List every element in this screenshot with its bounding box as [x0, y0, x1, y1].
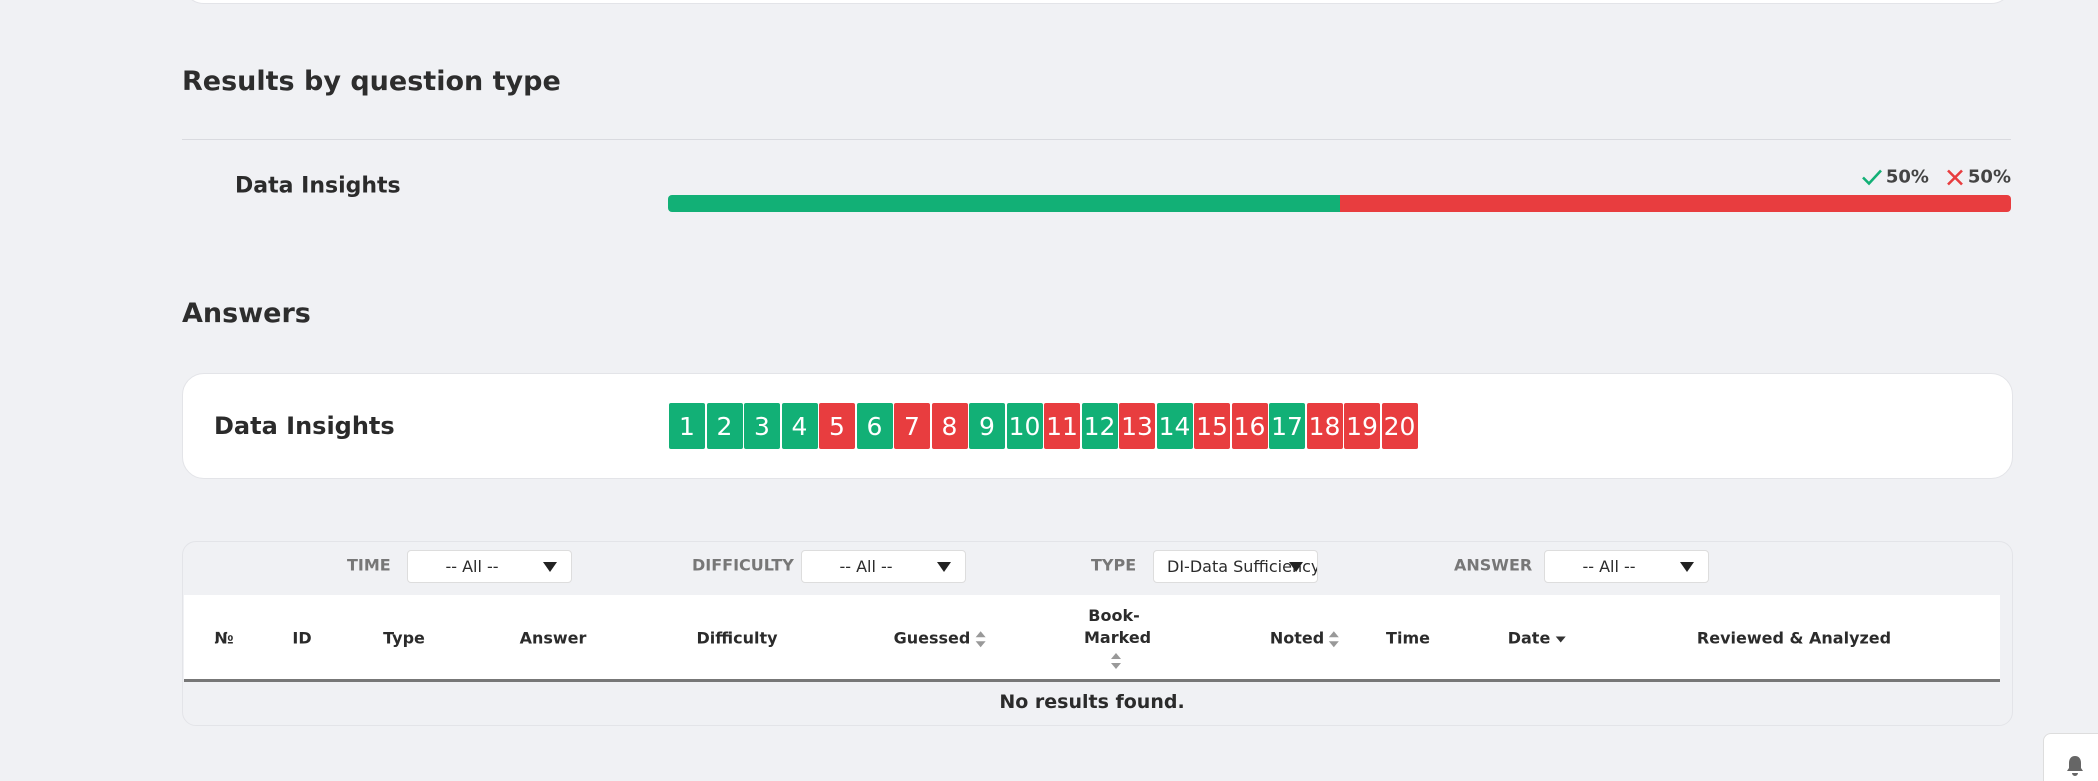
column-header[interactable]: Noted [1270, 628, 1340, 648]
answer-box[interactable]: 20 [1381, 403, 1418, 449]
column-title: Book-Marked [1084, 606, 1152, 647]
column-header: Difficulty [696, 629, 777, 648]
answer-box[interactable]: 3 [744, 403, 780, 449]
answer-box[interactable]: 10 [1006, 403, 1043, 449]
column-header: № [214, 629, 233, 648]
filter-select[interactable]: -- All -- [407, 550, 572, 583]
filter-select[interactable]: DI-Data Sufficiency [1153, 550, 1318, 583]
answers-section: Data Insights [214, 412, 395, 440]
column-title: Noted [1269, 628, 1325, 648]
sort-icon [975, 630, 986, 647]
column-title: Date [1507, 628, 1551, 648]
column-title: Reviewed & Analyzed [1696, 628, 1892, 648]
column-title: № [214, 628, 234, 648]
top-card [182, 0, 2013, 4]
check-icon [1861, 169, 1882, 185]
answer-box[interactable]: 6 [856, 403, 893, 449]
filter-select[interactable]: -- All -- [801, 550, 966, 583]
column-title: Guessed [893, 628, 971, 648]
divider [182, 139, 2011, 140]
answer-box[interactable]: 16 [1231, 403, 1268, 449]
filter-label: DIFFICULTY [692, 555, 794, 575]
answer-box[interactable]: 2 [706, 403, 743, 449]
column-title: ID [292, 628, 312, 648]
answer-box[interactable]: 15 [1194, 403, 1230, 449]
dropdown-arrow [1289, 562, 1303, 572]
column-title: Difficulty [696, 628, 778, 648]
percent-label: 50% [1945, 167, 2011, 188]
select-text: -- All -- [839, 557, 893, 576]
column-header[interactable]: Date [1508, 629, 1567, 648]
column-header: ID [292, 629, 311, 648]
select-text: -- All -- [1582, 557, 1636, 576]
sort-icon [1111, 652, 1121, 669]
progress-segment [668, 195, 1340, 212]
filter-label: TYPE [1091, 555, 1137, 575]
progress-segment [1339, 195, 2011, 212]
percent-label: 50% [1861, 167, 1929, 188]
answer-box[interactable]: 8 [931, 403, 968, 449]
progress-bar [668, 195, 2011, 212]
answer-box[interactable]: 9 [969, 403, 1005, 449]
bell-icon [2067, 756, 2083, 776]
percent-text: 50% [1967, 166, 2011, 188]
column-title: Answer [519, 628, 587, 648]
column-title: Time [1386, 628, 1430, 648]
answer-box[interactable]: 11 [1044, 403, 1080, 449]
column-header: Answer [520, 629, 587, 648]
answer-box[interactable]: 12 [1081, 403, 1118, 449]
column-header[interactable]: Guessed [894, 628, 987, 648]
answer-box[interactable]: 13 [1119, 403, 1155, 449]
answer-box[interactable]: 4 [781, 403, 818, 449]
notification-button[interactable] [2043, 733, 2098, 781]
answer-box[interactable]: 17 [1269, 403, 1305, 449]
column-title: Type [383, 628, 425, 648]
filter-select[interactable]: -- All -- [1544, 550, 1709, 583]
sort-icon [1555, 636, 1566, 642]
column-header: Reviewed & Analyzed [1697, 629, 1891, 648]
answer-box[interactable]: 1 [669, 403, 705, 449]
cross-icon [1946, 169, 1963, 185]
percent-labels: 50% 50% [1861, 167, 2011, 188]
filter-label: TIME [347, 555, 391, 575]
select-text: DI-Data Sufficiency [1167, 557, 1318, 576]
filter-label: ANSWER [1454, 555, 1533, 575]
percent-text: 50% [1885, 166, 1929, 188]
answer-box[interactable]: 5 [819, 403, 855, 449]
column-header: Type [383, 629, 425, 648]
column-header[interactable]: Book-Marked [1084, 605, 1151, 671]
empty-message: No results found. [999, 691, 1185, 713]
answer-box[interactable]: 14 [1156, 403, 1193, 449]
answer-box[interactable]: 19 [1344, 403, 1380, 449]
dropdown-arrow [543, 562, 557, 572]
section-title: Results by question type [182, 66, 561, 97]
row-label: Data Insights [235, 173, 401, 199]
answer-box[interactable]: 18 [1306, 403, 1343, 449]
table-header [184, 595, 2000, 682]
dropdown-arrow [937, 562, 951, 572]
select-text: -- All -- [445, 557, 499, 576]
column-header: Time [1386, 629, 1430, 648]
section-title: Answers [182, 298, 311, 329]
dropdown-arrow [1680, 562, 1694, 572]
sort-icon [1329, 630, 1340, 647]
answer-box[interactable]: 7 [894, 403, 930, 449]
